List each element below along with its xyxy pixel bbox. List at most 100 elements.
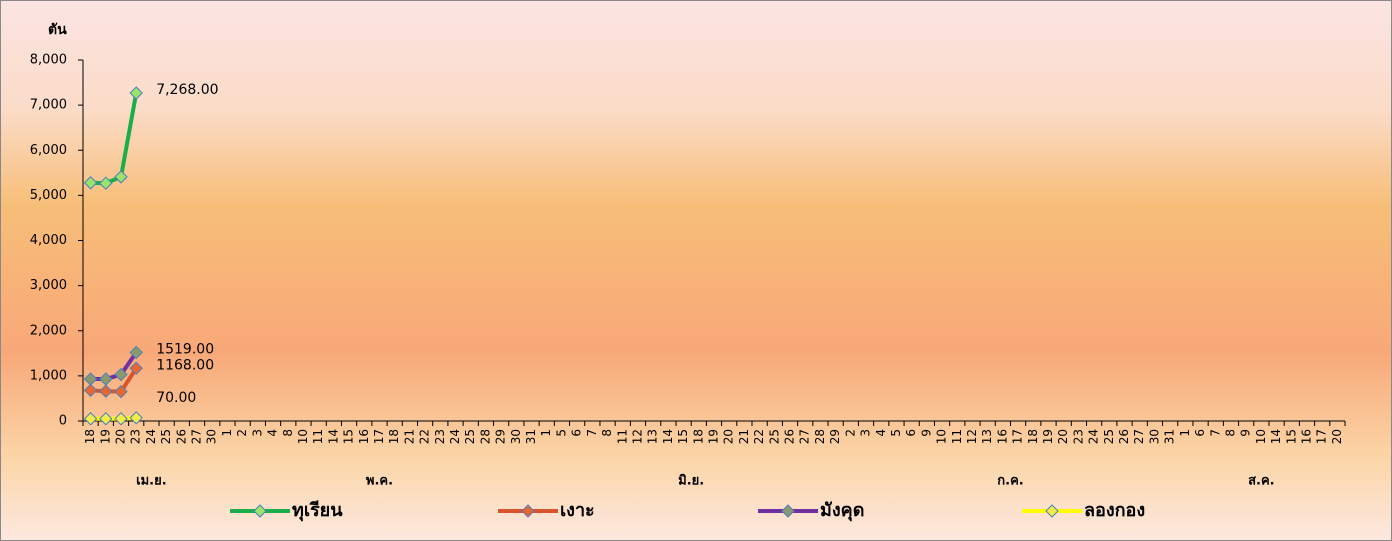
data-point xyxy=(99,176,113,190)
y-tick-label: 5,000 xyxy=(30,188,67,203)
x-tick-label: 25 xyxy=(767,429,781,444)
x-tick-label: 29 xyxy=(828,429,842,444)
x-tick-label: 22 xyxy=(752,429,766,444)
x-tick-label: 31 xyxy=(524,429,538,444)
legend-label: เงาะ xyxy=(560,500,595,521)
x-tick-label: 26 xyxy=(1117,429,1131,444)
series-line xyxy=(90,92,139,186)
x-tick-label: 16 xyxy=(1299,429,1313,444)
x-tick-label: 19 xyxy=(707,429,721,444)
data-point xyxy=(99,372,113,386)
x-tick-label: 18 xyxy=(83,429,97,444)
data-label: 7,268.00 xyxy=(156,82,218,98)
x-tick-label: 24 xyxy=(144,429,158,444)
x-tick-label: 3 xyxy=(859,429,873,437)
data-point xyxy=(129,361,143,376)
x-tick-label: 13 xyxy=(980,429,994,444)
y-tick-label: 3,000 xyxy=(30,278,67,293)
x-tick-label: 5 xyxy=(554,429,568,437)
x-tick-label: 18 xyxy=(387,429,401,444)
data-label: 1168.00 xyxy=(156,357,214,373)
y-tick-label: 6,000 xyxy=(30,143,67,158)
y-tick-label: 0 xyxy=(59,414,67,429)
x-tick-label: 2 xyxy=(235,429,249,437)
series-line xyxy=(90,415,137,421)
x-tick-label: 6 xyxy=(570,429,584,437)
data-label: 1519.00 xyxy=(156,341,214,357)
legend-label: ทุเรียน xyxy=(292,500,343,522)
month-label: มิ.ย. xyxy=(678,474,704,489)
data-point xyxy=(114,384,128,399)
x-tick-label: 10 xyxy=(296,429,310,444)
x-tick-label: 27 xyxy=(190,429,204,444)
month-label: เม.ย. xyxy=(136,474,167,489)
x-tick-label: 1 xyxy=(1178,429,1192,437)
x-tick-label: 20 xyxy=(1056,429,1070,444)
x-tick-label: 10 xyxy=(1254,429,1268,444)
x-tick-label: 9 xyxy=(1239,429,1253,437)
month-label: พ.ค. xyxy=(366,474,393,489)
x-tick-label: 12 xyxy=(965,429,979,444)
x-tick-label: 18 xyxy=(1026,429,1040,444)
x-tick-label: 15 xyxy=(342,429,356,444)
x-tick-label: 26 xyxy=(174,429,188,444)
x-tick-label: 8 xyxy=(600,429,614,437)
series-line xyxy=(90,367,138,394)
x-tick-label: 7 xyxy=(1208,429,1222,437)
x-tick-label: 13 xyxy=(646,429,660,444)
x-tick-label: 4 xyxy=(874,429,888,437)
x-tick-label: 15 xyxy=(1284,429,1298,444)
y-tick-label: 7,000 xyxy=(30,98,67,113)
data-point xyxy=(83,383,98,398)
x-tick-label: 23 xyxy=(1071,429,1085,444)
y-axis-label: ตัน xyxy=(48,22,67,38)
x-tick-label: 17 xyxy=(372,429,386,444)
x-tick-label: 1 xyxy=(220,429,234,437)
y-tick-label: 2,000 xyxy=(30,323,67,338)
x-tick-label: 3 xyxy=(250,429,264,437)
x-tick-label: 19 xyxy=(98,429,112,444)
x-tick-label: 17 xyxy=(1011,429,1025,444)
y-tick-label: 1,000 xyxy=(30,368,67,383)
data-point xyxy=(129,345,143,360)
x-tick-label: 1 xyxy=(539,429,553,437)
legend-marker xyxy=(521,504,535,518)
x-tick-label: 20 xyxy=(1330,429,1344,444)
x-tick-label: 21 xyxy=(402,429,416,444)
x-tick-label: 28 xyxy=(478,429,492,444)
x-tick-label: 18 xyxy=(691,429,705,444)
legend-label: ลองกอง xyxy=(1084,500,1145,521)
data-point xyxy=(83,372,98,386)
data-point xyxy=(83,176,98,190)
x-tick-label: 6 xyxy=(904,429,918,437)
x-tick-label: 25 xyxy=(159,429,173,444)
y-tick-label: 4,000 xyxy=(30,233,67,248)
x-tick-label: 26 xyxy=(783,429,797,444)
x-tick-label: 17 xyxy=(1315,429,1329,444)
x-tick-label: 16 xyxy=(357,429,371,444)
x-tick-label: 30 xyxy=(509,429,523,444)
month-label: ก.ค. xyxy=(997,474,1023,489)
x-tick-label: 11 xyxy=(615,429,629,444)
x-tick-label: 25 xyxy=(463,429,477,444)
month-label: ส.ค. xyxy=(1248,474,1275,489)
data-point xyxy=(129,411,143,425)
data-point xyxy=(114,367,128,382)
legend-marker xyxy=(253,504,267,518)
x-tick-label: 8 xyxy=(281,429,295,437)
x-tick-label: 31 xyxy=(1163,429,1177,444)
x-tick-label: 20 xyxy=(722,429,736,444)
data-label: 70.00 xyxy=(156,390,196,406)
x-tick-label: 2 xyxy=(843,429,857,437)
x-tick-label: 8 xyxy=(1223,429,1237,437)
x-tick-label: 23 xyxy=(129,429,143,444)
x-tick-label: 12 xyxy=(630,429,644,444)
x-tick-label: 23 xyxy=(433,429,447,444)
data-point xyxy=(99,412,113,426)
x-tick-label: 6 xyxy=(1193,429,1207,437)
x-tick-label: 20 xyxy=(114,429,128,444)
x-tick-label: 14 xyxy=(1269,429,1283,444)
x-tick-label: 30 xyxy=(205,429,219,444)
